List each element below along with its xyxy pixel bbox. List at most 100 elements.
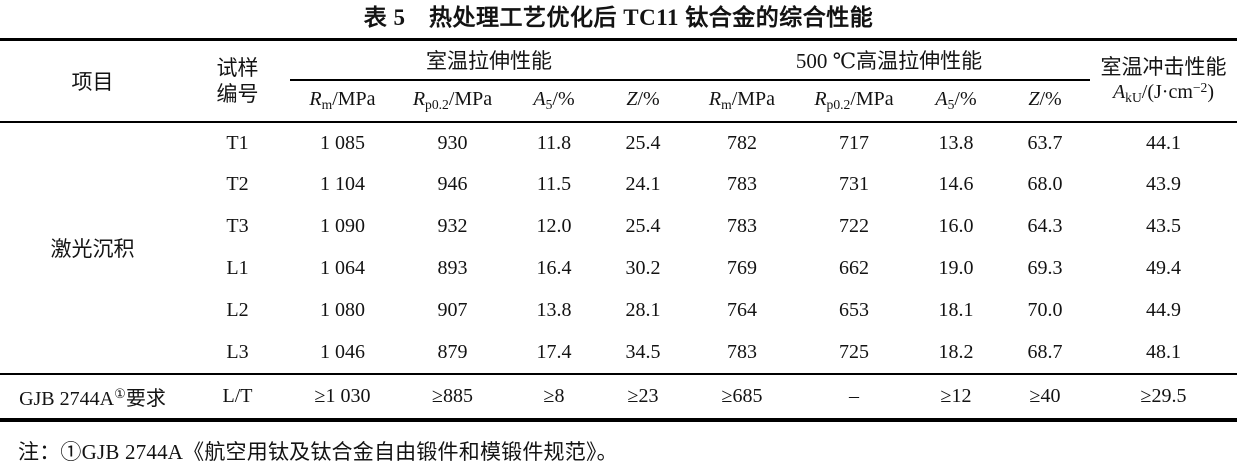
table-cell: 725 bbox=[839, 340, 869, 363]
header-sample-number: 试样 编号 bbox=[185, 39, 290, 123]
header-ht-rp02: Rp0.2/MPa bbox=[796, 79, 912, 123]
unit: /% bbox=[637, 88, 660, 110]
requirement-label-suffix: 要求 bbox=[125, 387, 166, 410]
sample-id: L1 bbox=[226, 257, 249, 279]
table-cell: 44.1 bbox=[1146, 131, 1181, 154]
unit: /MPa bbox=[731, 88, 776, 110]
table-row-gjb-requirement: GJB 2744A①要求 L/T ≥1 030 ≥885 ≥8 ≥23 ≥685… bbox=[0, 372, 1237, 420]
table-cell: 43.5 bbox=[1146, 215, 1181, 237]
table-cell: 16.4 bbox=[536, 257, 572, 279]
table-cell: 11.8 bbox=[536, 131, 572, 154]
header-impact: 室温冲击性能 AkU/(J·cm−2) bbox=[1090, 39, 1237, 123]
table-cell: 1 085 bbox=[320, 131, 365, 154]
table-cell: 12.0 bbox=[536, 215, 572, 237]
symbol: R bbox=[708, 88, 722, 110]
table-cell: 48.1 bbox=[1146, 340, 1181, 363]
table-cell: 19.0 bbox=[938, 257, 974, 279]
table-row-l1: L1 1 064 893 16.4 30.2 769 662 19.0 69.3… bbox=[0, 248, 1237, 290]
table-cell: 1 064 bbox=[320, 257, 365, 279]
table-row-t3: T3 1 090 932 12.0 25.4 783 722 16.0 64.3… bbox=[0, 206, 1237, 248]
subscript: p0.2 bbox=[826, 97, 851, 112]
table-cell: 1 080 bbox=[320, 299, 365, 321]
unit: /% bbox=[1039, 88, 1062, 110]
header-ht-z: Z/% bbox=[1000, 79, 1090, 123]
table-cell: 44.9 bbox=[1146, 299, 1181, 321]
table-cell: ≥12 bbox=[912, 372, 1000, 420]
table-cell: 63.7 bbox=[1027, 131, 1063, 154]
sample-id: L2 bbox=[226, 299, 249, 321]
subscript: 5 bbox=[545, 97, 553, 112]
table-cell: ≥685 bbox=[688, 372, 796, 420]
header-rt-rm: Rm/MPa bbox=[290, 79, 395, 123]
requirement-label-text: GJB 2744A bbox=[19, 387, 115, 410]
sample-id: L3 bbox=[226, 340, 249, 363]
table-row-t1: 激光沉积 T1 1 085 930 11.8 25.4 782 717 13.8… bbox=[0, 122, 1237, 261]
symbol: R bbox=[814, 88, 827, 110]
header-row-subcolumns: Rm/MPa Rp0.2/MPa A5/% Z/% Rm/MPa Rp0.2/M… bbox=[0, 79, 1237, 123]
impact-unit-post: ) bbox=[1207, 81, 1215, 104]
table-cell: 68.0 bbox=[1027, 173, 1063, 195]
table-cell: 932 bbox=[437, 215, 468, 237]
item-label-laser-deposition: 激光沉积 bbox=[50, 236, 135, 261]
table-cell: 731 bbox=[839, 173, 869, 195]
table-cell: 18.1 bbox=[938, 299, 974, 321]
header-sample-line2: 编号 bbox=[216, 81, 259, 106]
unit: /% bbox=[552, 88, 575, 110]
symbol: Z bbox=[626, 88, 638, 110]
subscript: m bbox=[721, 97, 732, 112]
subscript: m bbox=[321, 97, 333, 112]
sample-id: T1 bbox=[226, 131, 249, 154]
table-cell: 722 bbox=[839, 215, 869, 237]
unit: /MPa bbox=[850, 88, 894, 110]
header-rt-z: Z/% bbox=[598, 79, 688, 123]
header-group-room-tensile: 室温拉伸性能 bbox=[290, 39, 688, 81]
sample-id: T2 bbox=[226, 173, 249, 195]
table-cell: 34.5 bbox=[625, 340, 661, 363]
table-cell: 879 bbox=[437, 340, 468, 363]
table-cell: 13.8 bbox=[536, 299, 572, 321]
table-cell: 11.5 bbox=[536, 173, 572, 195]
table-cell: 28.1 bbox=[625, 299, 661, 321]
table-cell: 16.0 bbox=[938, 215, 974, 237]
table-cell: 30.2 bbox=[625, 257, 661, 279]
impact-subscript: kU bbox=[1125, 90, 1142, 106]
symbol: Z bbox=[1028, 88, 1040, 110]
subscript: 5 bbox=[947, 97, 955, 112]
table-cell: 783 bbox=[727, 215, 757, 237]
header-item: 项目 bbox=[0, 39, 185, 123]
table-cell: ≥1 030 bbox=[290, 372, 395, 420]
symbol: R bbox=[309, 88, 322, 110]
table-cell: 783 bbox=[727, 173, 757, 195]
table-cell: 930 bbox=[437, 131, 468, 154]
symbol: R bbox=[412, 88, 426, 110]
table-cell: 68.7 bbox=[1027, 340, 1063, 363]
table-cell: 1 104 bbox=[320, 173, 365, 195]
table-row-l3: L3 1 046 879 17.4 34.5 783 725 18.2 68.7… bbox=[0, 332, 1237, 374]
table-cell: 1 046 bbox=[320, 340, 365, 363]
header-rt-rp02: Rp0.2/MPa bbox=[395, 79, 510, 123]
table-cell: ≥8 bbox=[510, 372, 598, 420]
table-footnote: 注：①GJB 2744A《航空用钛及钛合金自由锻件和模锻件规范》。 bbox=[18, 439, 618, 464]
unit: /MPa bbox=[332, 88, 376, 110]
symbol: A bbox=[533, 88, 546, 110]
table-cell: 24.1 bbox=[625, 173, 661, 195]
table-cell: ≥23 bbox=[598, 372, 688, 420]
table-cell: 662 bbox=[839, 257, 869, 279]
table-cell: 907 bbox=[437, 299, 468, 321]
table-cell: 18.2 bbox=[938, 340, 974, 363]
table-cell: 49.4 bbox=[1146, 257, 1181, 279]
table-cell: 17.4 bbox=[536, 340, 572, 363]
table-cell: 893 bbox=[437, 257, 468, 279]
table-cell: 25.4 bbox=[625, 215, 661, 237]
unit: /MPa bbox=[448, 88, 493, 110]
table-row-t2: T2 1 104 946 11.5 24.1 783 731 14.6 68.0… bbox=[0, 164, 1237, 206]
header-rt-a5: A5/% bbox=[510, 79, 598, 123]
table-cell: 769 bbox=[727, 257, 757, 279]
header-sample-line1: 试样 bbox=[216, 55, 259, 80]
table-title: 表 5 热处理工艺优化后 TC11 钛合金的综合性能 bbox=[363, 5, 874, 30]
table-row-l2: L2 1 080 907 13.8 28.1 764 653 18.1 70.0… bbox=[0, 290, 1237, 332]
table-cell: 946 bbox=[437, 173, 468, 195]
table-cell: ≥885 bbox=[395, 372, 510, 420]
sample-id: L/T bbox=[185, 372, 290, 420]
table-cell: 69.3 bbox=[1027, 257, 1063, 279]
